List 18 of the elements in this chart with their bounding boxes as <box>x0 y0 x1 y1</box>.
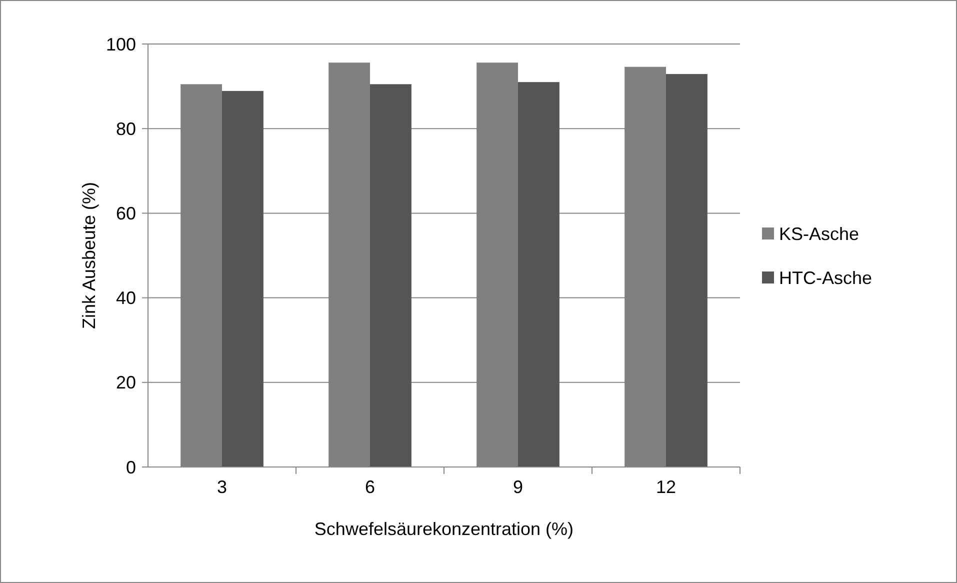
bar <box>370 84 412 467</box>
y-tick-label: 80 <box>116 118 136 139</box>
x-tick-label: 3 <box>216 477 228 497</box>
bar <box>518 82 560 467</box>
x-tick-label: 6 <box>364 477 376 497</box>
x-tick-label: 9 <box>512 477 524 497</box>
x-tick-label: 12 <box>656 477 676 497</box>
y-tick-label: 40 <box>116 288 136 308</box>
bar <box>666 74 708 467</box>
bar <box>222 90 264 467</box>
y-tick-label: 60 <box>116 204 136 224</box>
legend-label: KS-Asche <box>779 224 860 244</box>
y-tick-label: 20 <box>116 372 136 393</box>
legend-label: HTC-Asche <box>779 268 872 288</box>
x-axis-title: Schwefelsäurekonzentration (%) <box>314 519 574 539</box>
y-axis-title: Zink Ausbeute (%) <box>79 182 99 330</box>
y-tick-label: 100 <box>106 34 136 54</box>
y-tick-label: 0 <box>126 457 136 478</box>
